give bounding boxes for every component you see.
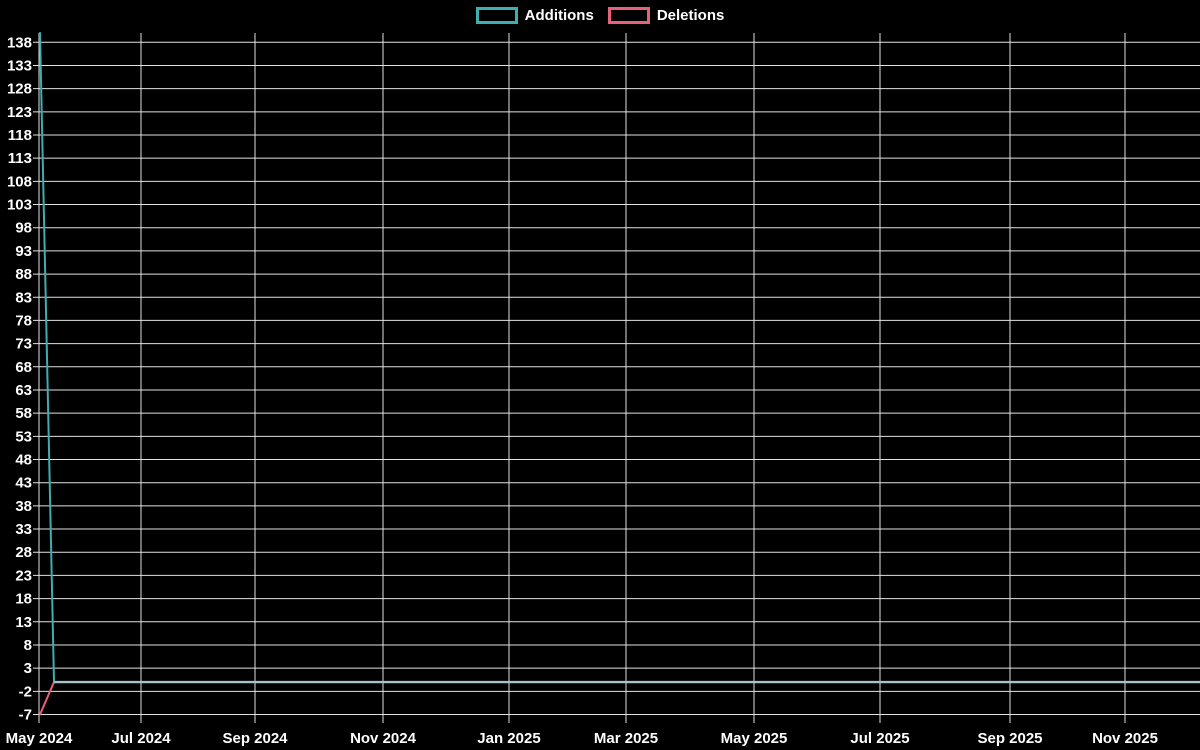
- svg-text:108: 108: [7, 173, 32, 190]
- svg-text:83: 83: [15, 289, 32, 306]
- svg-text:68: 68: [15, 359, 32, 376]
- svg-text:38: 38: [15, 498, 32, 515]
- svg-text:118: 118: [8, 127, 32, 144]
- svg-text:Jul 2024: Jul 2024: [111, 730, 171, 747]
- svg-text:28: 28: [15, 544, 32, 561]
- svg-text:Jul 2025: Jul 2025: [850, 730, 909, 747]
- svg-text:Sep 2024: Sep 2024: [222, 730, 288, 747]
- svg-text:18: 18: [15, 591, 32, 608]
- svg-text:73: 73: [15, 336, 32, 353]
- svg-text:May 2024: May 2024: [6, 730, 73, 747]
- additions-swatch-icon: [475, 7, 518, 24]
- svg-text:43: 43: [15, 475, 32, 492]
- legend-label-deletions: Deletions: [656, 7, 725, 24]
- deletions-swatch-icon: [607, 7, 650, 24]
- svg-text:Nov 2024: Nov 2024: [350, 730, 417, 747]
- svg-text:53: 53: [15, 428, 32, 445]
- svg-text:33: 33: [15, 521, 32, 538]
- legend-item-deletions[interactable]: Deletions: [607, 7, 725, 24]
- svg-text:May 2025: May 2025: [721, 730, 788, 747]
- svg-text:23: 23: [15, 567, 32, 584]
- svg-text:48: 48: [15, 452, 32, 469]
- svg-text:Jan 2025: Jan 2025: [477, 730, 540, 747]
- svg-text:Sep 2025: Sep 2025: [977, 730, 1042, 747]
- svg-text:Nov 2025: Nov 2025: [1092, 730, 1158, 747]
- svg-text:128: 128: [7, 81, 32, 98]
- svg-text:123: 123: [7, 104, 32, 121]
- chart-legend: Additions Deletions: [0, 7, 1200, 24]
- svg-text:138: 138: [7, 34, 32, 51]
- svg-text:103: 103: [7, 197, 32, 214]
- svg-text:8: 8: [24, 637, 32, 654]
- svg-text:3: 3: [24, 660, 32, 677]
- legend-item-additions[interactable]: Additions: [475, 7, 594, 24]
- legend-label-additions: Additions: [524, 7, 594, 24]
- svg-text:58: 58: [15, 405, 32, 422]
- svg-text:93: 93: [15, 243, 32, 260]
- svg-text:78: 78: [15, 312, 32, 329]
- svg-text:-2: -2: [19, 683, 32, 700]
- svg-text:113: 113: [8, 150, 32, 167]
- svg-text:Mar 2025: Mar 2025: [594, 730, 658, 747]
- svg-text:88: 88: [15, 266, 32, 283]
- svg-text:98: 98: [15, 220, 32, 237]
- svg-text:-7: -7: [19, 707, 32, 724]
- svg-text:63: 63: [15, 382, 32, 399]
- svg-text:13: 13: [15, 614, 32, 631]
- svg-text:133: 133: [7, 57, 32, 74]
